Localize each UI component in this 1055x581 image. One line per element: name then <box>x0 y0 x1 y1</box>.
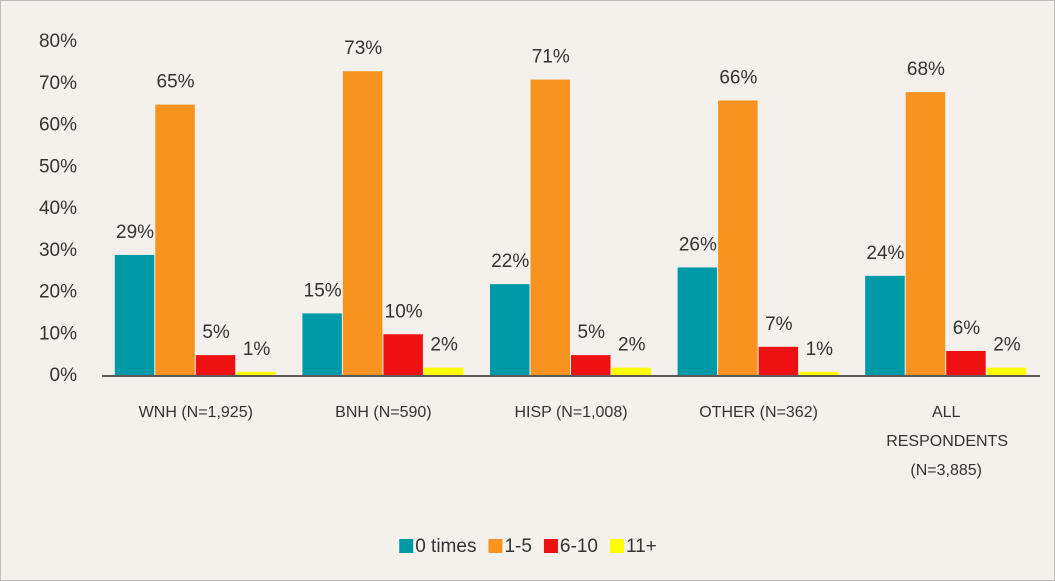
y-tick-label: 80% <box>39 31 77 52</box>
value-label: 29% <box>116 222 154 243</box>
value-label: 6% <box>953 318 981 339</box>
legend-swatch <box>488 539 503 553</box>
bar <box>946 350 986 376</box>
bar <box>423 367 464 376</box>
y-tick-label: 10% <box>39 323 77 344</box>
legend-swatch <box>543 539 558 553</box>
value-label: 22% <box>491 251 529 272</box>
bar <box>986 367 1027 376</box>
value-label: 10% <box>385 301 423 322</box>
value-label: 65% <box>157 72 195 93</box>
legend-label: 11+ <box>626 536 657 557</box>
value-label: 2% <box>618 335 646 356</box>
value-label: 1% <box>243 339 271 360</box>
value-label: 1% <box>806 339 834 360</box>
bar <box>155 104 195 376</box>
value-label: 15% <box>304 280 342 301</box>
y-tick-label: 40% <box>39 198 77 219</box>
x-tick-label: WNH (N=1,925) <box>138 404 253 421</box>
value-label: 5% <box>578 322 606 343</box>
value-label: 66% <box>719 67 757 88</box>
bar <box>530 79 570 376</box>
bar <box>865 275 905 376</box>
value-label: 5% <box>202 322 230 343</box>
y-tick-label: 0% <box>50 365 78 386</box>
x-tick-label: OTHER (N=362) <box>699 404 818 421</box>
legend-swatch <box>399 539 414 553</box>
bar <box>195 355 236 376</box>
bar <box>758 346 799 376</box>
y-tick-label: 60% <box>39 115 77 136</box>
bar <box>571 355 611 376</box>
value-label: 7% <box>765 314 793 335</box>
legend-label: 0 times <box>415 536 476 557</box>
bar <box>114 254 155 376</box>
bar <box>490 284 530 376</box>
legend-label: 6-10 <box>560 536 598 557</box>
y-tick-label: 20% <box>39 282 77 303</box>
value-label: 73% <box>344 38 382 59</box>
legend-label: 1-5 <box>504 536 531 557</box>
value-label: 2% <box>993 335 1021 356</box>
x-tick-label: ALL RESPONDENTS (N=3,885) <box>886 404 1008 479</box>
value-label: 68% <box>907 59 945 80</box>
bar <box>383 334 423 376</box>
bar <box>718 100 758 376</box>
y-tick-label: 50% <box>39 156 77 177</box>
value-label: 71% <box>532 47 570 68</box>
value-label: 26% <box>679 234 717 255</box>
value-label: 2% <box>430 335 458 356</box>
bar <box>342 71 383 376</box>
y-tick-label: 30% <box>39 240 77 261</box>
value-label: 24% <box>866 243 904 264</box>
bar <box>236 371 276 376</box>
x-tick-label: BNH (N=590) <box>335 404 432 421</box>
bar <box>677 267 718 376</box>
bar <box>611 367 651 376</box>
y-tick-label: 70% <box>39 73 77 94</box>
bar <box>905 92 946 376</box>
bar <box>302 313 342 376</box>
bar <box>799 371 839 376</box>
x-tick-label: HISP (N=1,008) <box>514 404 628 421</box>
legend-swatch <box>609 539 624 553</box>
